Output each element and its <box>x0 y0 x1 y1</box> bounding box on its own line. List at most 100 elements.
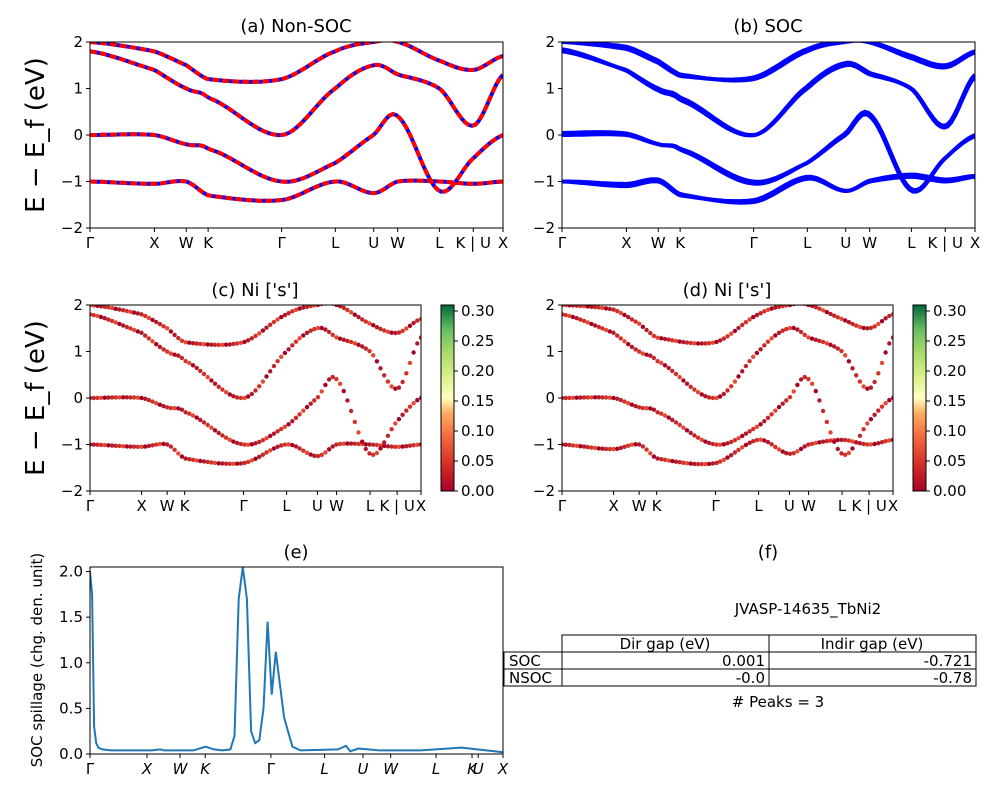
band-point <box>216 430 221 436</box>
xtick-label: Γ <box>558 497 567 515</box>
band-point <box>703 394 708 399</box>
band-point <box>301 305 306 310</box>
band-point <box>890 312 893 317</box>
band-point <box>396 417 402 422</box>
band-point <box>161 324 166 329</box>
band-point <box>282 442 288 447</box>
band-point <box>271 446 277 451</box>
band-point <box>260 328 266 333</box>
xtick-label: Γ <box>86 760 95 778</box>
table-col-indir-gap: Indir gap (eV) <box>821 635 924 653</box>
band-point <box>806 335 811 340</box>
band-point <box>264 450 269 455</box>
band-point <box>157 344 163 350</box>
band-point <box>179 454 185 459</box>
band-point <box>312 326 317 332</box>
band-point <box>212 381 218 386</box>
band-point <box>618 397 623 403</box>
band-point <box>578 395 583 400</box>
band-point <box>692 341 697 346</box>
band-point <box>389 427 394 432</box>
band-point <box>670 338 675 343</box>
band-point <box>795 327 800 332</box>
band-point <box>706 440 712 446</box>
band-point <box>360 317 365 322</box>
band-point <box>323 327 328 332</box>
band-point <box>257 454 262 459</box>
band-point <box>784 398 789 403</box>
band-point <box>297 446 302 451</box>
band-point <box>592 395 598 400</box>
band-point <box>293 339 299 344</box>
band-point <box>301 408 306 413</box>
band-point <box>146 397 151 403</box>
xtick-label: W <box>862 234 877 252</box>
band-point <box>887 398 892 403</box>
band-point <box>758 422 763 427</box>
band-point <box>404 371 409 376</box>
band-point <box>418 335 421 340</box>
band-point <box>692 461 697 467</box>
band-point <box>106 443 111 448</box>
band-point <box>846 320 852 325</box>
panel-d-colorbar: 0.00 0.05 0.10 0.15 0.20 0.25 0.30 <box>912 302 966 500</box>
band-point <box>684 428 690 433</box>
band-point <box>253 333 258 339</box>
band-point <box>337 441 343 447</box>
band-point <box>345 441 350 446</box>
xtick-label: Γ <box>749 234 758 252</box>
band-point <box>574 443 579 448</box>
band-point <box>315 453 321 459</box>
band-point <box>706 341 712 346</box>
band-point <box>367 442 372 447</box>
band-point <box>883 316 888 321</box>
band-point <box>348 441 354 446</box>
band-point <box>592 445 598 451</box>
band-point <box>190 413 196 418</box>
band-point <box>234 395 240 400</box>
band-point <box>644 406 649 411</box>
band-point <box>367 451 372 456</box>
xtick-label: K <box>203 234 214 252</box>
band-point <box>154 442 159 447</box>
band-point <box>205 375 210 380</box>
band-point <box>117 307 122 312</box>
band-point <box>644 327 649 333</box>
band-point <box>651 333 657 339</box>
band-point <box>415 442 420 447</box>
band-point <box>323 450 328 455</box>
colorbar-tick-label: 0.05 <box>461 452 494 470</box>
band-point <box>754 312 760 318</box>
band-point <box>725 334 730 339</box>
band-point <box>201 342 207 347</box>
band-point <box>868 442 874 447</box>
ytick-label: −2 <box>533 482 555 500</box>
band-point <box>714 339 719 345</box>
band-point <box>828 438 833 443</box>
band-point <box>102 305 107 309</box>
band-point <box>758 347 763 352</box>
band-point <box>227 437 232 442</box>
band-point <box>717 338 723 343</box>
xtick-label: K <box>467 760 478 778</box>
band-point <box>600 326 605 331</box>
panel-d-title: (d) Ni ['s'] <box>683 280 772 301</box>
band-point <box>673 420 679 425</box>
xtick-label: W <box>651 234 666 252</box>
band-point <box>135 444 140 449</box>
panel-a-title: (a) Non-SOC <box>240 16 351 37</box>
band-point <box>832 439 837 444</box>
band-point <box>201 371 207 377</box>
band-point <box>139 444 144 449</box>
band-point <box>872 412 877 417</box>
band-point <box>677 460 682 465</box>
band-point <box>157 321 163 327</box>
band-point <box>695 461 701 467</box>
band-point <box>393 421 398 426</box>
band-point <box>578 317 583 322</box>
band-point <box>567 442 572 448</box>
band-point <box>820 339 826 345</box>
band-point <box>648 353 653 358</box>
ytick-label: −1 <box>61 173 83 191</box>
band-point <box>629 442 635 447</box>
